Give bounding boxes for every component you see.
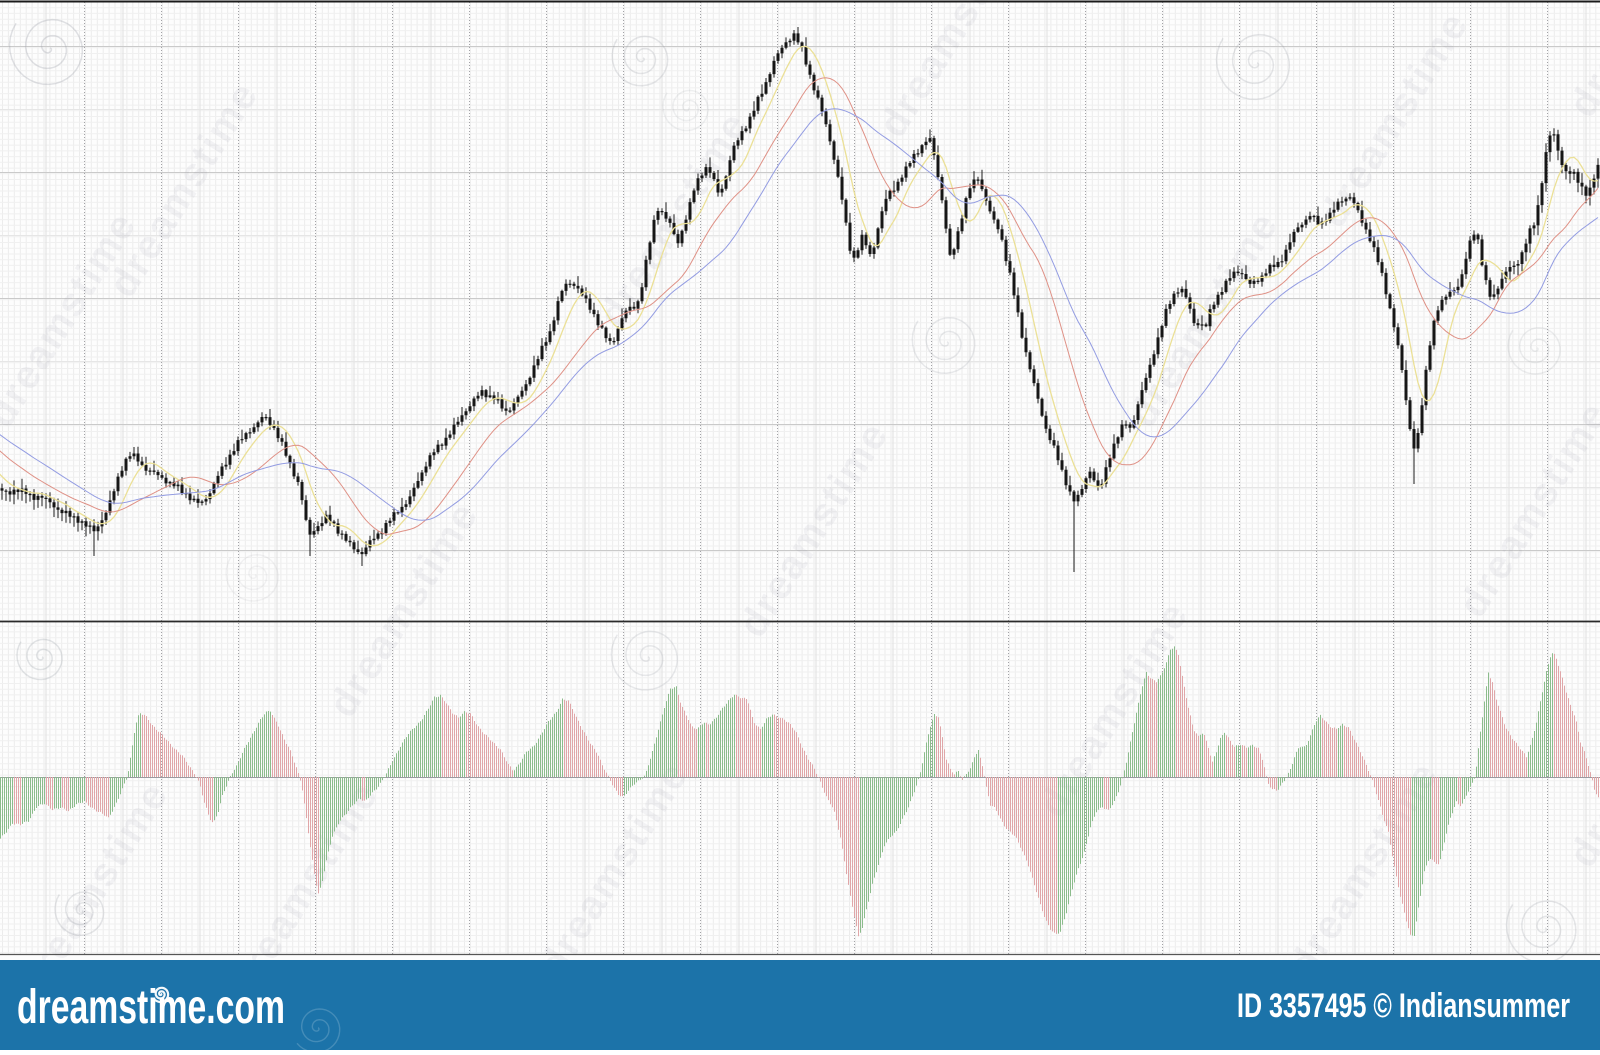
svg-text:ID 3357495 © Indiansummer: ID 3357495 © Indiansummer	[1237, 987, 1570, 1025]
svg-text:dreamstime.com: dreamstime.com	[17, 981, 285, 1034]
